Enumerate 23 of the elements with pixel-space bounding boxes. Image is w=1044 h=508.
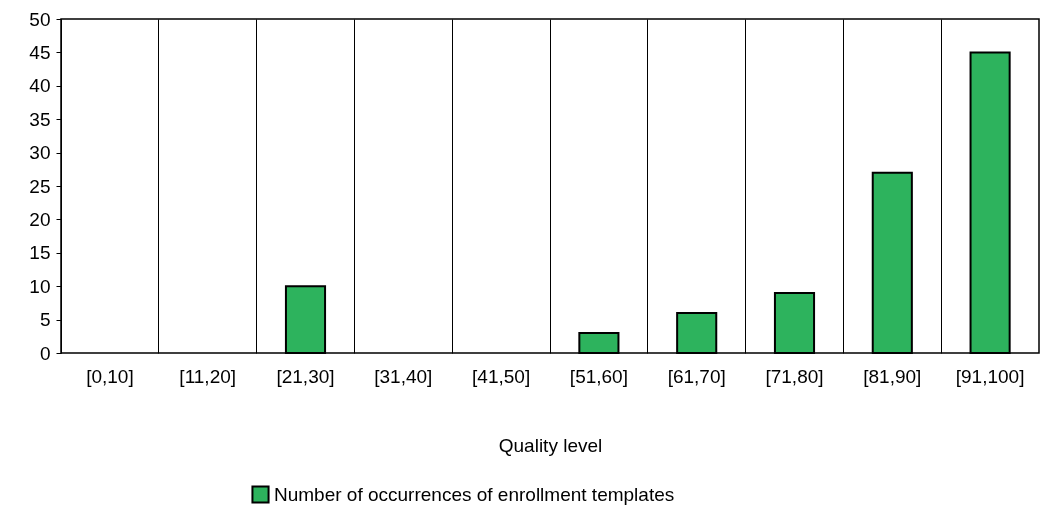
x-tick-label: [21,30]	[276, 365, 335, 387]
y-tick-label: 15	[29, 242, 51, 264]
x-tick-label: [11,20]	[179, 365, 237, 387]
x-tick-label: [41,50]	[472, 365, 531, 387]
x-tick-label: [51,60]	[569, 365, 628, 387]
y-tick-label: 10	[29, 275, 51, 297]
y-tick-label: 5	[39, 309, 51, 331]
x-tick-label: [61,70]	[667, 365, 726, 387]
x-tick-label: [91,100]	[955, 365, 1025, 387]
x-axis-title: Quality level	[498, 434, 603, 456]
y-tick-label: 0	[39, 342, 51, 364]
x-tick-label: [31,40]	[374, 365, 433, 387]
y-tick-label: 20	[29, 208, 51, 230]
y-tick-label: 40	[29, 75, 51, 97]
x-tick-label: [71,80]	[765, 365, 824, 387]
legend-label: Number of occurrences of enrollment templates	[274, 483, 675, 505]
y-tick-label: 45	[29, 41, 51, 63]
y-tick-label: 50	[29, 8, 51, 30]
y-tick-label: 30	[29, 142, 51, 164]
y-tick-label: 35	[29, 108, 51, 130]
y-tick-label: 25	[29, 175, 51, 197]
x-tick-label: [81,90]	[863, 365, 922, 387]
x-tick-label: [0,10]	[86, 365, 134, 387]
